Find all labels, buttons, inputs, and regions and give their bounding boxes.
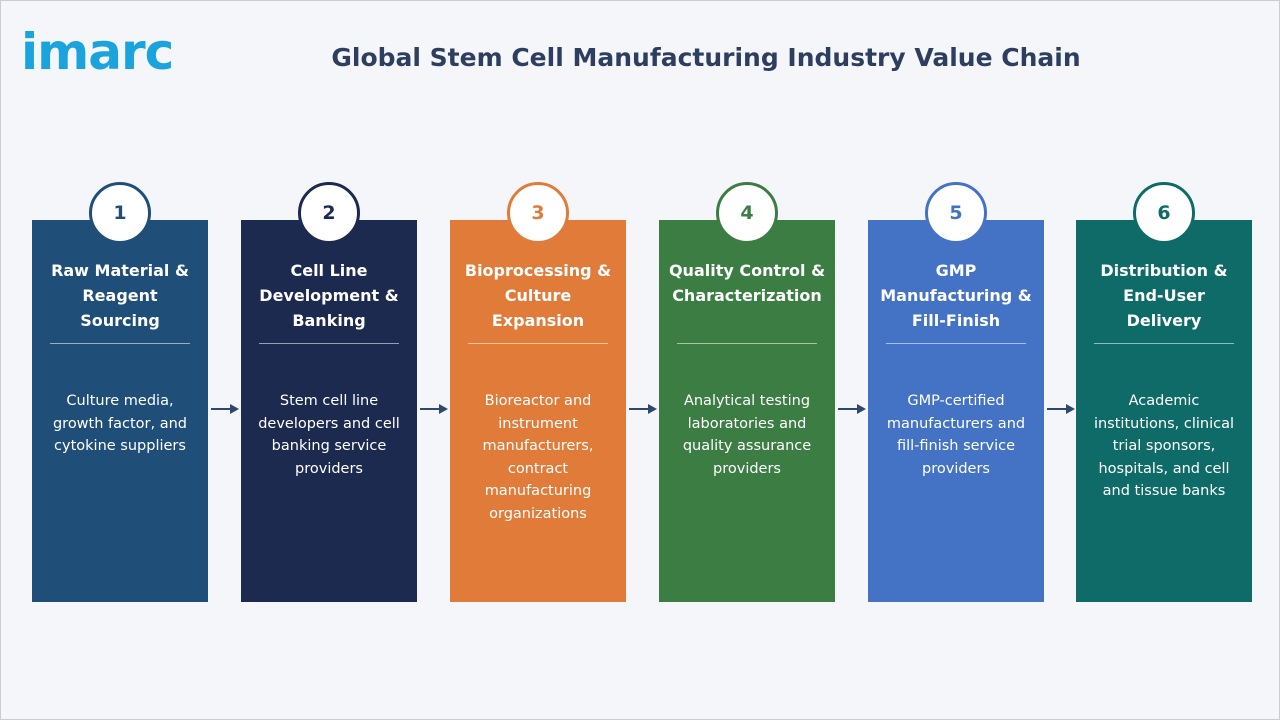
stage-number: 3 (507, 182, 569, 244)
separator (468, 343, 608, 344)
separator (50, 343, 190, 344)
stage-title: Raw Material & Reagent Sourcing (51, 261, 189, 330)
stage-card: Raw Material & Reagent Sourcing Culture m… (32, 220, 208, 602)
stage-title: Distribution & End-User Delivery (1100, 261, 1228, 330)
arrow (420, 404, 448, 414)
stage-description: GMP-certified manufacturers and fill-fin… (886, 393, 1026, 477)
arrow (1047, 404, 1075, 414)
separator (677, 343, 817, 344)
stage-description: Culture media, growth factor, and cytoki… (52, 393, 188, 454)
stage-title: Cell Line Development & Banking (259, 261, 399, 330)
separator (1094, 343, 1234, 344)
stage-card: Distribution & End-User Delivery Academic… (1076, 220, 1252, 602)
stage-card: GMP Manufacturing & Fill-Finish GMP-certi… (868, 220, 1044, 602)
separator (259, 343, 399, 344)
arrow (211, 404, 239, 414)
stage-number: 5 (925, 182, 987, 244)
stage-card: Bioprocessing & Culture Expansion Bioreac… (450, 220, 626, 602)
stage-number: 2 (298, 182, 360, 244)
stage-card: Quality Control & Characterization Analyt… (659, 220, 835, 602)
stage-title: Quality Control & Characterization (668, 261, 826, 305)
stage-number: 1 (89, 182, 151, 244)
page-title: Global Stem Cell Manufacturing Industry … (331, 43, 1081, 72)
arrow (629, 404, 657, 414)
stage-title: Bioprocessing & Culture Expansion (464, 261, 612, 330)
logo: imarc (21, 23, 174, 81)
stage-description: Analytical testing laboratories and qual… (682, 393, 812, 477)
stage-description: Bioreactor and instrument manufacturers,… (482, 393, 594, 522)
stage-number: 6 (1133, 182, 1195, 244)
separator (886, 343, 1026, 344)
stage-description: Stem cell line developers and cell banki… (258, 393, 400, 477)
stage-number: 4 (716, 182, 778, 244)
stage-card: Cell Line Development & Banking Stem cell… (241, 220, 417, 602)
stage-title: GMP Manufacturing & Fill-Finish (880, 261, 1032, 330)
arrow (838, 404, 866, 414)
stage-description: Academic institutions, clinical trial sp… (1093, 393, 1235, 499)
